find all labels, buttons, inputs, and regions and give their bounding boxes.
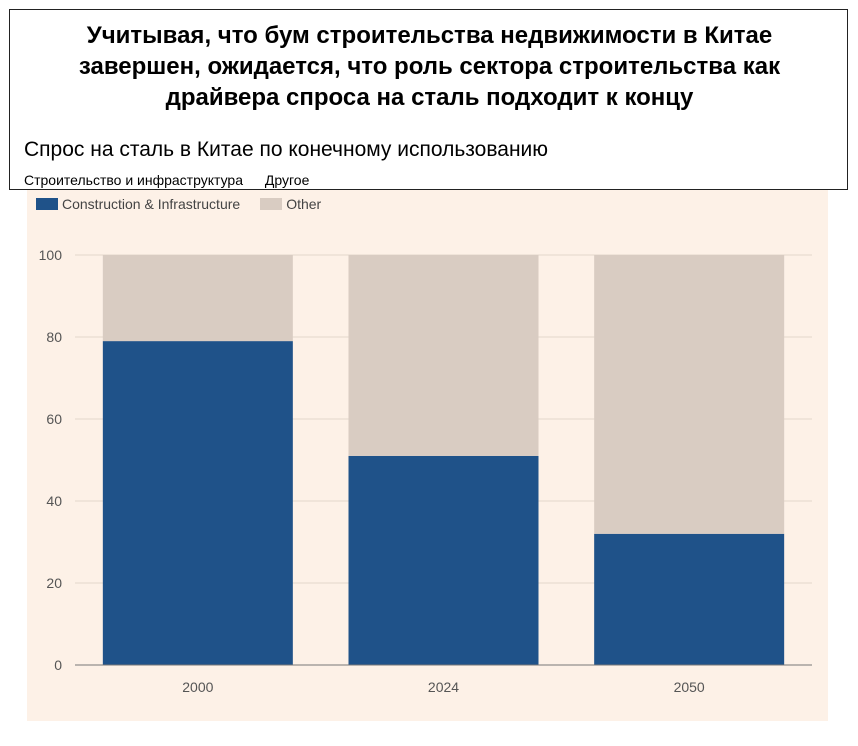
bar-construction-2024 — [348, 455, 539, 665]
legend-swatch-construction — [36, 198, 58, 210]
y-tick-label-0: 0 — [54, 657, 62, 673]
y-tick-label-60: 60 — [46, 411, 62, 427]
legend-item-construction: Construction & Infrastructure — [36, 196, 240, 212]
x-tick-label-2024: 2024 — [428, 679, 459, 695]
ru-legend-construction: Строительство и инфраструктура — [24, 172, 243, 188]
bar-construction-2000 — [102, 341, 293, 665]
bar-construction-2050 — [594, 533, 785, 665]
headline: Учитывая, что бум строительства недвижим… — [10, 20, 849, 113]
chart-subtitle: Спрос на сталь в Китае по конечному испо… — [24, 138, 549, 161]
x-tick-label-2000: 2000 — [182, 679, 213, 695]
legend-label-other: Other — [286, 196, 322, 212]
bar-other-2024 — [348, 255, 539, 456]
ru-legend: Строительство и инфраструктура Другое — [24, 172, 327, 188]
header-box: Учитывая, что бум строительства недвижим… — [9, 9, 848, 190]
y-tick-label-40: 40 — [46, 493, 62, 509]
headline-line-1: Учитывая, что бум строительства недвижим… — [86, 22, 773, 49]
legend-label-construction: Construction & Infrastructure — [62, 196, 241, 212]
y-tick-label-100: 100 — [39, 247, 63, 263]
y-tick-label-20: 20 — [46, 575, 62, 591]
ru-legend-other: Другое — [264, 172, 310, 188]
y-tick-label-80: 80 — [46, 329, 62, 345]
bar-other-2050 — [594, 255, 785, 534]
x-tick-label-2050: 2050 — [674, 679, 705, 695]
bar-other-2000 — [102, 255, 293, 342]
headline-line-2: завершен, ожидается, что роль сектора ст… — [78, 53, 781, 80]
headline-line-3: драйвера спроса на сталь подходит к конц… — [165, 84, 694, 111]
chart-legend: Construction & Infrastructure Other — [36, 196, 341, 212]
legend-swatch-other — [260, 198, 283, 210]
legend-item-other: Other — [260, 196, 321, 212]
